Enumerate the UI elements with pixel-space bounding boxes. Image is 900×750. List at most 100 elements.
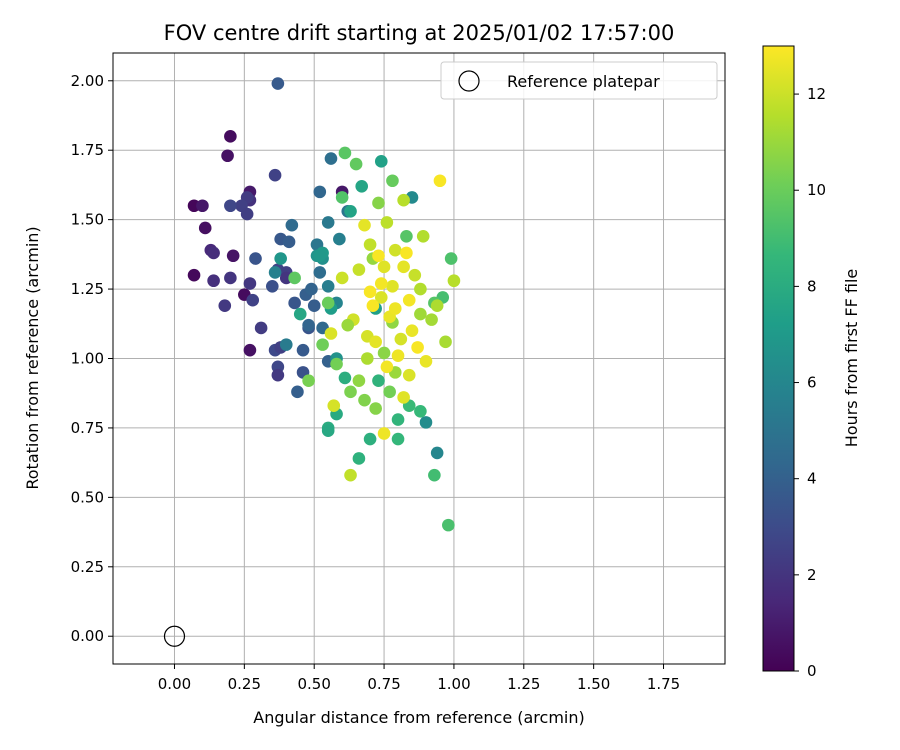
data-point bbox=[433, 174, 447, 188]
data-point bbox=[305, 282, 318, 296]
x-tick-label: 0.25 bbox=[228, 675, 261, 693]
data-point bbox=[321, 279, 335, 293]
colorbar-ticks: 0 2 4 6 8 10 12 bbox=[794, 85, 826, 680]
data-point bbox=[419, 354, 433, 368]
data-point bbox=[363, 238, 377, 251]
data-point bbox=[196, 199, 209, 213]
data-point bbox=[377, 260, 391, 274]
x-axis-label: Angular distance from reference (arcmin) bbox=[253, 708, 584, 727]
y-tick-label: 2.00 bbox=[71, 72, 104, 90]
data-point bbox=[402, 368, 416, 382]
data-point bbox=[405, 324, 419, 338]
data-point bbox=[444, 252, 458, 265]
data-point bbox=[372, 374, 385, 388]
data-point bbox=[224, 130, 237, 143]
data-point bbox=[268, 168, 282, 182]
colorbar-tick-label: 10 bbox=[807, 181, 826, 199]
data-point bbox=[316, 338, 329, 351]
y-tick-label: 0.50 bbox=[71, 488, 104, 506]
colorbar-tick-label: 8 bbox=[807, 277, 817, 295]
data-point bbox=[397, 391, 410, 404]
data-point bbox=[282, 235, 296, 249]
data-point bbox=[207, 246, 220, 260]
data-point bbox=[207, 274, 220, 288]
data-point bbox=[430, 446, 444, 460]
data-points bbox=[163, 77, 461, 647]
data-point bbox=[254, 321, 268, 335]
data-point bbox=[428, 468, 441, 482]
data-point bbox=[414, 307, 427, 321]
data-point bbox=[291, 385, 304, 399]
data-point bbox=[388, 302, 402, 315]
data-point bbox=[324, 327, 338, 340]
data-point bbox=[383, 385, 396, 399]
data-point bbox=[419, 416, 433, 429]
colorbar-tick-label: 6 bbox=[807, 374, 817, 392]
data-point bbox=[439, 335, 452, 349]
grid bbox=[113, 53, 725, 664]
data-point bbox=[352, 374, 366, 388]
data-point bbox=[416, 230, 430, 243]
data-point bbox=[338, 371, 352, 385]
data-point bbox=[285, 218, 299, 232]
y-tick-label: 1.50 bbox=[71, 211, 104, 229]
legend: Reference platepar bbox=[440, 61, 718, 100]
data-point bbox=[366, 299, 380, 313]
data-point bbox=[335, 191, 349, 204]
data-point bbox=[302, 318, 315, 332]
data-point bbox=[377, 346, 391, 360]
data-point bbox=[374, 291, 388, 304]
data-point bbox=[240, 207, 254, 221]
data-point bbox=[344, 205, 357, 218]
data-point bbox=[397, 193, 410, 207]
data-point bbox=[313, 266, 327, 279]
data-point bbox=[430, 299, 444, 313]
x-tick-label: 1.00 bbox=[437, 675, 470, 693]
data-point bbox=[374, 155, 388, 168]
y-tick-label: 1.75 bbox=[71, 141, 104, 159]
colorbar-tick-label: 12 bbox=[807, 85, 826, 103]
data-point bbox=[279, 338, 293, 351]
x-tick-label: 1.50 bbox=[577, 675, 610, 693]
data-point bbox=[321, 424, 335, 438]
data-point bbox=[224, 199, 237, 213]
data-point bbox=[361, 352, 374, 365]
data-point bbox=[411, 341, 424, 354]
x-tick-label: 1.25 bbox=[507, 675, 540, 693]
data-point bbox=[391, 349, 405, 363]
data-point bbox=[358, 218, 371, 232]
data-point bbox=[338, 146, 352, 160]
data-point bbox=[349, 157, 363, 171]
y-tick-label: 1.00 bbox=[71, 350, 104, 368]
y-tick-label: 0.75 bbox=[71, 419, 104, 437]
data-point bbox=[321, 296, 335, 310]
y-tick-label: 0.00 bbox=[71, 627, 104, 645]
data-point bbox=[397, 260, 410, 274]
data-point bbox=[321, 216, 335, 229]
data-point bbox=[268, 266, 282, 279]
data-point bbox=[363, 285, 377, 299]
data-point bbox=[224, 271, 237, 285]
data-point bbox=[372, 249, 385, 263]
data-point bbox=[265, 279, 279, 293]
data-point bbox=[400, 246, 413, 260]
data-point bbox=[243, 343, 257, 357]
x-tick-label: 0.00 bbox=[158, 675, 191, 693]
data-point bbox=[369, 335, 382, 349]
legend-marker bbox=[458, 70, 480, 92]
data-point bbox=[394, 332, 408, 346]
data-point bbox=[380, 216, 394, 229]
data-point bbox=[344, 468, 357, 482]
data-point bbox=[246, 293, 260, 307]
data-point bbox=[380, 360, 394, 374]
data-point bbox=[425, 313, 438, 326]
data-point bbox=[198, 221, 212, 235]
data-point bbox=[187, 268, 201, 282]
data-point bbox=[414, 282, 427, 296]
data-point bbox=[388, 243, 402, 257]
data-point bbox=[414, 404, 427, 418]
data-point bbox=[442, 518, 455, 532]
chart-title: FOV centre drift starting at 2025/01/02 … bbox=[164, 21, 675, 45]
data-point bbox=[288, 296, 301, 310]
